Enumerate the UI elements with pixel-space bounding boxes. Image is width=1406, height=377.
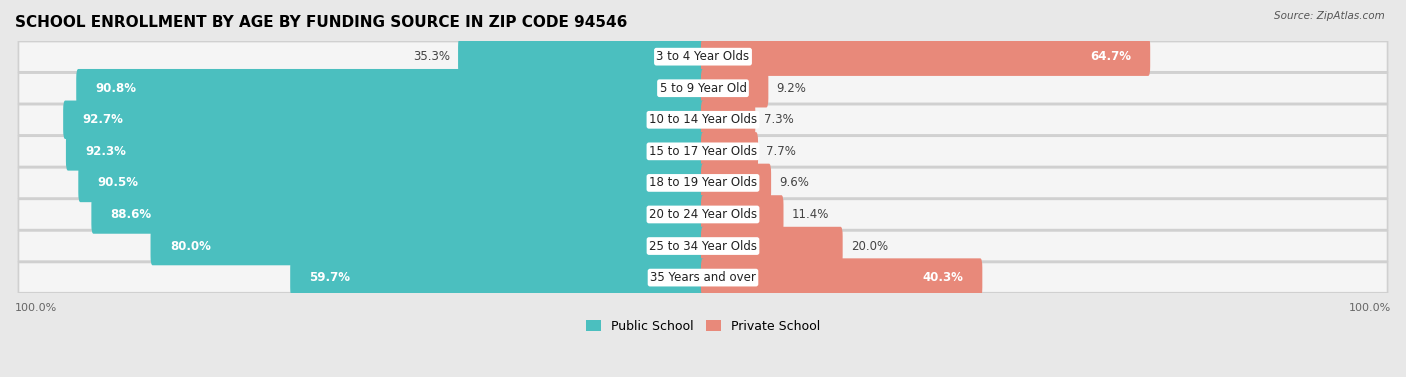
Text: 3 to 4 Year Olds: 3 to 4 Year Olds [657, 50, 749, 63]
FancyBboxPatch shape [76, 69, 704, 107]
FancyBboxPatch shape [79, 164, 704, 202]
FancyBboxPatch shape [150, 227, 704, 265]
FancyBboxPatch shape [18, 168, 1388, 198]
FancyBboxPatch shape [702, 69, 768, 107]
FancyBboxPatch shape [702, 101, 755, 139]
Text: 35.3%: 35.3% [413, 50, 450, 63]
FancyBboxPatch shape [702, 258, 983, 297]
Text: SCHOOL ENROLLMENT BY AGE BY FUNDING SOURCE IN ZIP CODE 94546: SCHOOL ENROLLMENT BY AGE BY FUNDING SOUR… [15, 15, 627, 30]
FancyBboxPatch shape [702, 195, 783, 234]
Text: 20 to 24 Year Olds: 20 to 24 Year Olds [650, 208, 756, 221]
FancyBboxPatch shape [18, 41, 1388, 72]
FancyBboxPatch shape [702, 132, 758, 171]
Text: 18 to 19 Year Olds: 18 to 19 Year Olds [650, 176, 756, 189]
Text: 92.7%: 92.7% [83, 113, 124, 126]
FancyBboxPatch shape [63, 101, 704, 139]
FancyBboxPatch shape [702, 227, 842, 265]
Text: 88.6%: 88.6% [111, 208, 152, 221]
Text: 5 to 9 Year Old: 5 to 9 Year Old [659, 82, 747, 95]
Text: 35 Years and over: 35 Years and over [650, 271, 756, 284]
Text: 25 to 34 Year Olds: 25 to 34 Year Olds [650, 239, 756, 253]
FancyBboxPatch shape [18, 231, 1388, 261]
FancyBboxPatch shape [458, 37, 704, 76]
Text: 64.7%: 64.7% [1090, 50, 1130, 63]
Text: 10 to 14 Year Olds: 10 to 14 Year Olds [650, 113, 756, 126]
Text: 11.4%: 11.4% [792, 208, 830, 221]
Text: 100.0%: 100.0% [15, 303, 58, 314]
FancyBboxPatch shape [18, 199, 1388, 230]
FancyBboxPatch shape [91, 195, 704, 234]
Text: 92.3%: 92.3% [86, 145, 127, 158]
FancyBboxPatch shape [18, 136, 1388, 167]
Text: 15 to 17 Year Olds: 15 to 17 Year Olds [650, 145, 756, 158]
Text: 9.2%: 9.2% [776, 82, 807, 95]
Text: 90.8%: 90.8% [96, 82, 136, 95]
FancyBboxPatch shape [18, 73, 1388, 103]
FancyBboxPatch shape [702, 37, 1150, 76]
Text: 100.0%: 100.0% [1348, 303, 1391, 314]
FancyBboxPatch shape [702, 164, 770, 202]
Text: 7.3%: 7.3% [763, 113, 793, 126]
Text: 20.0%: 20.0% [851, 239, 889, 253]
Text: 90.5%: 90.5% [97, 176, 139, 189]
Text: 59.7%: 59.7% [309, 271, 350, 284]
Text: 9.6%: 9.6% [779, 176, 810, 189]
Text: Source: ZipAtlas.com: Source: ZipAtlas.com [1274, 11, 1385, 21]
Text: 7.7%: 7.7% [766, 145, 796, 158]
FancyBboxPatch shape [18, 262, 1388, 293]
Text: 80.0%: 80.0% [170, 239, 211, 253]
FancyBboxPatch shape [18, 105, 1388, 135]
FancyBboxPatch shape [290, 258, 704, 297]
FancyBboxPatch shape [66, 132, 704, 171]
Text: 40.3%: 40.3% [922, 271, 963, 284]
Legend: Public School, Private School: Public School, Private School [586, 320, 820, 333]
